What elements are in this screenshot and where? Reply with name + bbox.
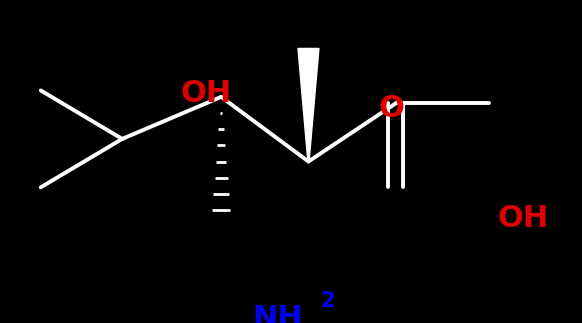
Polygon shape bbox=[298, 48, 319, 162]
Text: 2: 2 bbox=[320, 291, 335, 311]
Text: O: O bbox=[378, 94, 404, 123]
Text: NH: NH bbox=[252, 304, 303, 323]
Text: OH: OH bbox=[181, 79, 232, 108]
Text: OH: OH bbox=[498, 203, 549, 233]
